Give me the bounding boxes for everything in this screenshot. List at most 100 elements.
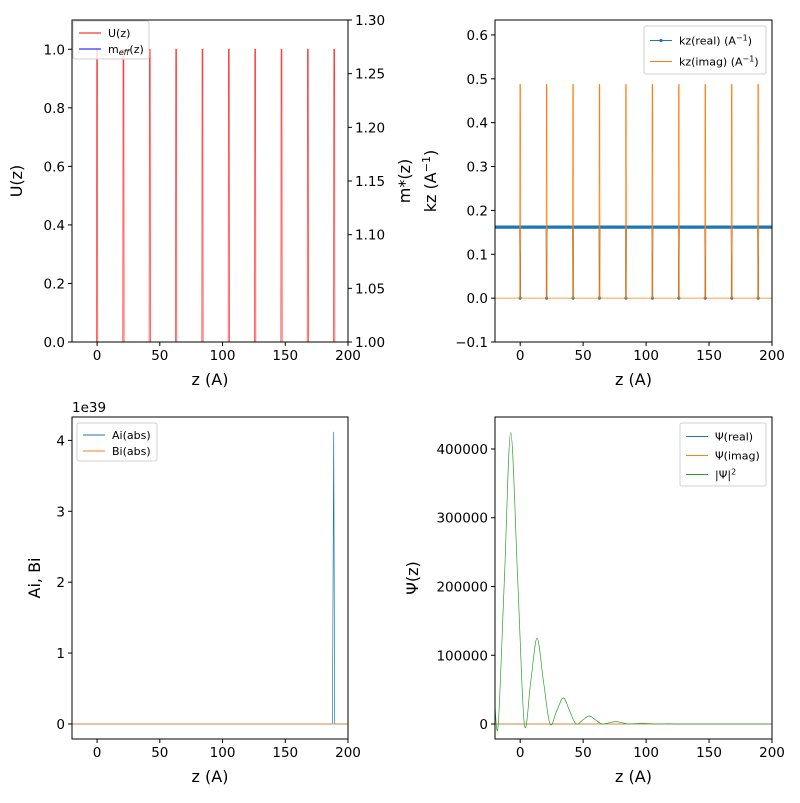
y-tick-label: 4 [56, 433, 65, 449]
x-tick-label: 50 [151, 745, 168, 761]
x-tick-label: 200 [759, 745, 785, 761]
series-line-1 [495, 226, 772, 299]
y-tick-label: 1.0 [44, 42, 65, 58]
legend-box [679, 422, 767, 487]
x-tick-label: 0 [93, 348, 102, 364]
x-tick-label: 150 [272, 348, 298, 364]
legend-marker [659, 38, 663, 43]
series-line-3 [495, 432, 772, 732]
x-axis-label: z (A) [615, 370, 652, 389]
y-tick-label: 0.8 [44, 101, 65, 117]
y-axis-label-sup: −1 [420, 156, 433, 172]
y-right-tick-label: 1.30 [355, 13, 385, 29]
y-right-axis-label: m*(z) [395, 159, 414, 203]
legend-label: kz(real) (A−1) [679, 34, 752, 48]
y-tick-label: 0.0 [44, 335, 65, 351]
legend-label: Ai(abs) [112, 429, 151, 442]
axes-frame [494, 19, 773, 343]
x-tick-label: 150 [696, 348, 722, 364]
legend-item: Ψ(real) [686, 431, 753, 444]
legend-item: kz(real) (A−1) [650, 34, 752, 48]
y-tick-label: 0.4 [44, 218, 65, 234]
y-tick-label: 100000 [436, 648, 488, 664]
legend-label: kz(imag) (A−1) [679, 55, 759, 69]
y-tick-label: 3 [56, 504, 65, 520]
y-axis-label: U(z) [7, 165, 26, 198]
x-tick-label: 50 [575, 745, 592, 761]
legend-label: Ψ(imag) [715, 450, 760, 463]
y-tick-label: 0.5 [467, 72, 488, 88]
x-tick-label: 50 [575, 348, 592, 364]
x-axis-label: z (A) [192, 370, 229, 389]
y-tick-label: 0.2 [467, 203, 488, 219]
legend-label: Bi(abs) [112, 445, 151, 458]
y-tick-label: 0.1 [467, 247, 488, 263]
x-tick-label: 0 [516, 348, 525, 364]
legend-item: Ai(abs) [83, 429, 151, 442]
y-right-tick-label: 1.05 [355, 281, 385, 297]
x-tick-label: 150 [272, 745, 298, 761]
y-tick-label: 0.0 [467, 291, 488, 307]
y-right-tick-label: 1.10 [355, 228, 385, 244]
y-axis-label-text: kz (A [421, 172, 440, 212]
x-tick-label: 100 [633, 348, 659, 364]
legend-item: Ψ(imag) [686, 450, 760, 463]
axes-frame [71, 19, 349, 343]
x-tick-label: 100 [633, 745, 659, 761]
plot-area [72, 431, 348, 725]
series-line-2 [495, 84, 772, 299]
series-line-1 [72, 431, 348, 725]
y-axis-label-text: U(z) [7, 165, 26, 198]
x-tick-label: 100 [210, 348, 236, 364]
y-tick-label: 200000 [436, 579, 488, 595]
legend: U(z) meff(z) [72, 20, 150, 60]
subplot-1: 0 50 100 150 200 0.0 0.2 0.4 0.6 0.8 1.0 1.00 1.05 1.… [7, 13, 414, 389]
x-tick-label: 200 [335, 745, 361, 761]
x-axis-label: z (A) [192, 767, 229, 786]
y-tick-label: 0.3 [467, 160, 488, 176]
y-tick-label: 0.6 [44, 159, 65, 175]
legend-label: |Ψ|2 [715, 468, 736, 482]
legend-box [643, 25, 767, 75]
y-tick-label: 0.6 [467, 28, 488, 44]
legend-item: meff(z) [79, 43, 144, 57]
subplot-3: 0 50 100 150 200 0 1 2 3 4 z (A) Ai, Bi 1e39 Ai(abs) B… [25, 400, 361, 786]
legend-label: Ψ(real) [715, 431, 753, 444]
x-tick-label: 50 [151, 348, 168, 364]
axes-frame [494, 416, 773, 740]
y-axis-label: kz (A−1) [420, 150, 440, 212]
y-tick-label: −0.1 [455, 335, 488, 351]
y-tick-label: 400000 [436, 442, 488, 458]
plot-area [495, 84, 772, 300]
plot-area [72, 48, 348, 342]
y-tick-label: 0 [56, 717, 65, 733]
y-right-tick-label: 1.20 [355, 120, 385, 136]
y-axis-label: Ai, Bi [25, 558, 44, 599]
x-tick-label: 200 [335, 348, 361, 364]
x-axis-label: z (A) [615, 767, 652, 786]
x-tick-label: 0 [516, 745, 525, 761]
legend: Ψ(real) Ψ(imag) |Ψ|2 [679, 422, 767, 487]
subplot-2: 0 50 100 150 200 −0.1 0.0 0.1 0.2 0.3 0.4 0.5 0.6 z (… [420, 19, 785, 389]
x-tick-label: 100 [210, 745, 236, 761]
y-axis-label-text: Ai, Bi [25, 558, 44, 599]
legend-item: U(z) [79, 27, 130, 40]
x-tick-label: 150 [696, 745, 722, 761]
y-axis-label-suffix: ) [421, 150, 440, 156]
y-tick-label: 0.2 [44, 276, 65, 292]
y-right-tick-label: 1.25 [355, 67, 385, 83]
offset-text: 1e39 [72, 400, 106, 416]
y-tick-label: 0 [479, 717, 488, 733]
legend-item: Bi(abs) [83, 445, 151, 458]
x-tick-label: 200 [759, 348, 785, 364]
legend-item: kz(imag) (A−1) [650, 55, 759, 69]
legend: kz(real) (A−1) kz(imag) (A−1) [643, 25, 767, 75]
y-tick-label: 0.4 [467, 116, 488, 132]
axes-frame [71, 416, 349, 740]
y-tick-label: 1 [56, 646, 65, 662]
legend-item: |Ψ|2 [686, 468, 736, 482]
legend-label: U(z) [108, 27, 130, 40]
legend-label: meff(z) [108, 43, 144, 57]
